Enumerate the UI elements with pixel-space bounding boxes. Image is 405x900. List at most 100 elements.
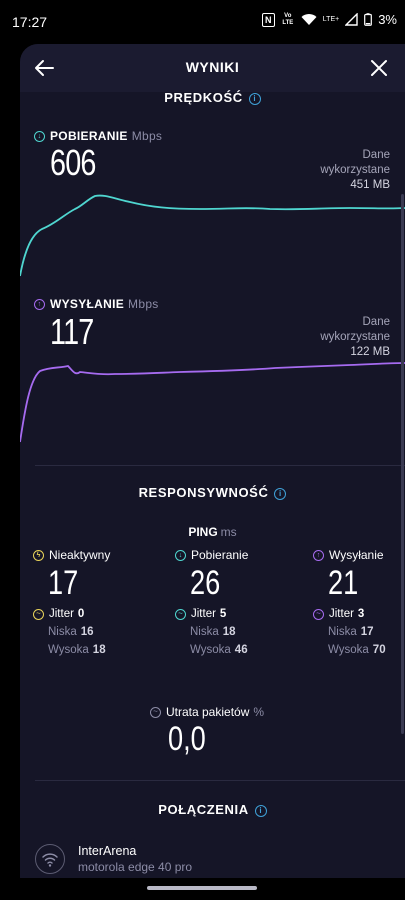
ping-download-low: Niska 18: [190, 626, 248, 638]
high-label: Wysoka: [48, 644, 89, 656]
jitter-icon: ~: [33, 608, 44, 620]
low-label: Niska: [328, 626, 357, 638]
ping-download-label: Pobieranie: [191, 548, 249, 562]
connections-title-text: POŁĄCZENIA: [158, 802, 249, 817]
status-icons: N Vo LTE LTE+ 3%: [261, 12, 397, 27]
jitter-download: ~ Jitter 5: [175, 608, 248, 620]
ping-upload-header: ↑ Wysyłanie: [313, 548, 386, 562]
scrollbar[interactable]: [401, 194, 404, 734]
info-icon[interactable]: i: [274, 488, 287, 500]
ping-idle-header: ϟ Nieaktywny: [33, 548, 110, 562]
upload-unit: Mbps: [128, 297, 159, 311]
wifi-icon: [35, 844, 65, 874]
data-used-label: Dane: [362, 149, 391, 161]
upload-label: ↑ WYSYŁANIE Mbps: [34, 297, 159, 311]
ping-upload-low-value: 17: [360, 626, 374, 638]
battery-percent: 3%: [378, 12, 397, 27]
packet-loss-unit: %: [253, 705, 265, 719]
packet-loss-label: ~ Utrata pakietów %: [150, 705, 264, 719]
jitter-idle: ~ Jitter 0: [33, 608, 110, 620]
packet-loss-label-text: Utrata pakietów: [166, 705, 250, 719]
upload-arrow-icon: ↑: [34, 298, 45, 310]
info-icon[interactable]: i: [254, 805, 267, 817]
data-used-label: Dane: [362, 316, 391, 328]
ping-download-low-value: 18: [222, 626, 236, 638]
upload-graph: [20, 362, 405, 443]
connections-section-title: POŁĄCZENIA i: [20, 802, 405, 817]
low-label: Niska: [48, 626, 77, 638]
jitter-icon: ~: [175, 608, 186, 620]
data-used-label: wykorzystane: [320, 331, 390, 343]
ping-idle-column: ϟ Nieaktywny 17 ~ Jitter 0 Niska 16 Wysoka…: [33, 548, 110, 656]
download-label-text: POBIERANIE: [50, 129, 128, 143]
ping-upload-label: Wysyłanie: [329, 548, 384, 562]
ping-idle-high: Wysoka 18: [48, 644, 110, 656]
download-speed-value: 606: [50, 142, 96, 183]
download-arrow-icon: ↓: [175, 549, 186, 561]
ping-upload-low: Niska 17: [328, 626, 386, 638]
info-icon[interactable]: i: [248, 93, 261, 105]
download-graph: [20, 194, 405, 277]
download-arrow-icon: ↓: [34, 130, 45, 142]
ping-upload-column: ↑ Wysyłanie 21 ~ Jitter 3 Niska 17 Wysoka 7…: [313, 548, 386, 656]
data-used-label: wykorzystane: [320, 164, 390, 176]
download-data-used: Dane wykorzystane 451 MB: [320, 148, 390, 193]
device-name: motorola edge 40 pro: [78, 860, 193, 874]
ping-download-value: 26: [190, 564, 221, 602]
jitter-idle-value: 0: [77, 608, 85, 620]
page-title: WYNIKI: [185, 59, 240, 75]
upload-data-used: Dane wykorzystane 122 MB: [320, 315, 390, 360]
speed-section-title: PRĘDKOŚĆ i: [20, 90, 405, 105]
download-unit: Mbps: [131, 129, 163, 143]
download-data-amount: 451 MB: [350, 179, 390, 191]
responsiveness-section-title: RESPONSYWNOŚĆ i: [20, 485, 405, 500]
packet-loss-value: 0,0: [168, 720, 206, 758]
ping-upload-value: 21: [328, 564, 359, 602]
jitter-label: Jitter: [191, 608, 216, 620]
ping-upload-high: Wysoka 70: [328, 644, 386, 656]
ping-idle-label: Nieaktywny: [49, 548, 111, 562]
upload-speed-value: 117: [50, 311, 94, 352]
ping-idle-low-value: 16: [80, 626, 94, 638]
wifi-icon: [301, 14, 317, 25]
lightning-icon: ϟ: [33, 549, 44, 561]
results-sheet: WYNIKI PRĘDKOŚĆ i ↓ POBIERANIE Mbps 606 D…: [20, 44, 405, 878]
lte-label: LTE+: [322, 16, 340, 23]
jitter-label: Jitter: [49, 608, 74, 620]
ping-unit: ms: [220, 525, 237, 539]
network-name: InterArena: [78, 844, 137, 858]
divider: [35, 465, 405, 466]
ping-download-column: ↓ Pobieranie 26 ~ Jitter 5 Niska 18 Wysoka…: [175, 548, 248, 656]
status-time: 17:27: [12, 14, 48, 30]
divider: [35, 780, 405, 781]
ping-label: PING ms: [20, 525, 405, 539]
ping-idle-low: Niska 16: [48, 626, 110, 638]
ping-idle-value: 17: [48, 564, 79, 602]
home-gesture-handle[interactable]: [147, 886, 257, 890]
high-label: Wysoka: [190, 644, 231, 656]
jitter-icon: ~: [313, 608, 324, 620]
high-label: Wysoka: [328, 644, 369, 656]
signal-icon: [345, 13, 358, 26]
battery-icon: [364, 13, 373, 26]
ping-download-high-value: 46: [234, 644, 248, 656]
ping-download-header: ↓ Pobieranie: [175, 548, 248, 562]
ping-download-high: Wysoka 46: [190, 644, 248, 656]
ping-label-text: PING: [188, 525, 218, 539]
speed-title-text: PRĘDKOŚĆ: [164, 90, 243, 105]
download-label: ↓ POBIERANIE Mbps: [34, 129, 162, 143]
upload-arrow-icon: ↑: [313, 549, 324, 561]
jitter-upload-value: 3: [357, 608, 365, 620]
low-label: Niska: [190, 626, 219, 638]
close-icon[interactable]: [363, 52, 395, 84]
packet-loss-icon: ~: [150, 706, 161, 718]
volte-icon: Vo LTE: [282, 12, 294, 26]
upload-data-amount: 122 MB: [350, 346, 390, 358]
jitter-label: Jitter: [329, 608, 354, 620]
nfc-icon: N: [261, 12, 275, 27]
sheet-header: WYNIKI: [20, 44, 405, 92]
responsiveness-title-text: RESPONSYWNOŚĆ: [138, 485, 269, 500]
ping-upload-high-value: 70: [372, 644, 386, 656]
jitter-upload: ~ Jitter 3: [313, 608, 386, 620]
back-arrow-icon[interactable]: [28, 52, 60, 84]
